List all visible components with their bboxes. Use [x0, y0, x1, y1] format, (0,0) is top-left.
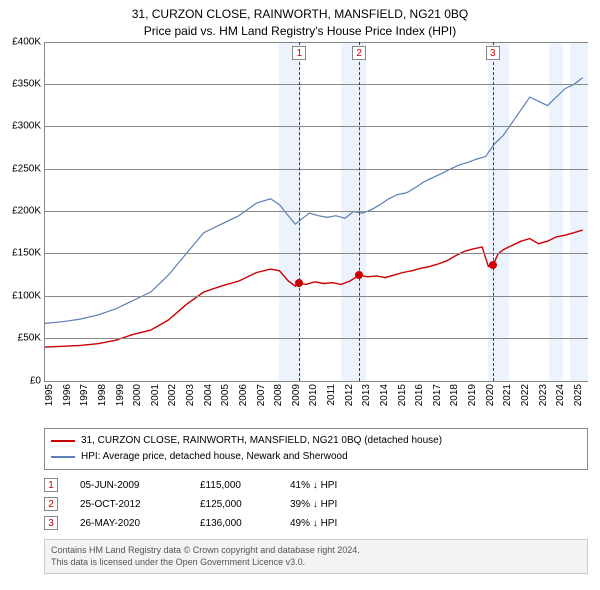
- x-tick-label: 2012: [344, 384, 355, 406]
- event-row: 3 26-MAY-2020£136,00049% ↓ HPI: [44, 514, 588, 533]
- grid-line: [45, 253, 588, 254]
- event-price: £115,000: [200, 476, 290, 495]
- x-tick-label: 2003: [185, 384, 196, 406]
- series-hpi: [45, 77, 583, 323]
- legend-label: HPI: Average price, detached house, Newa…: [81, 449, 348, 465]
- x-tick-label: 1996: [62, 384, 73, 406]
- grid-line: [45, 126, 588, 127]
- event-delta: 49% ↓ HPI: [290, 514, 337, 533]
- x-tick-label: 2006: [238, 384, 249, 406]
- x-tick-label: 2001: [150, 384, 161, 406]
- x-tick-label: 1997: [79, 384, 90, 406]
- x-axis-labels: 1995 1996 1997 1998 1999 2000 2001 2002 2003 2004…: [44, 382, 588, 418]
- legend-row: 31, CURZON CLOSE, RAINWORTH, MANSFIELD, …: [51, 433, 581, 449]
- y-tick-label: £100K: [12, 290, 41, 301]
- footer-line-2: This data is licensed under the Open Gov…: [51, 556, 581, 569]
- x-tick-label: 2000: [132, 384, 143, 406]
- x-tick-label: 2015: [397, 384, 408, 406]
- event-row: 1 05-JUN-2009£115,00041% ↓ HPI: [44, 476, 588, 495]
- title-line-1: 31, CURZON CLOSE, RAINWORTH, MANSFIELD, …: [0, 6, 600, 23]
- x-tick-label: 2020: [485, 384, 496, 406]
- y-tick-label: £350K: [12, 78, 41, 89]
- event-marker-dot: [489, 261, 497, 269]
- x-tick-label: 2002: [167, 384, 178, 406]
- event-marker-dot: [295, 279, 303, 287]
- event-row: 2 25-OCT-2012£125,00039% ↓ HPI: [44, 495, 588, 514]
- event-delta: 39% ↓ HPI: [290, 495, 337, 514]
- legend-box: 31, CURZON CLOSE, RAINWORTH, MANSFIELD, …: [44, 428, 588, 470]
- grid-line: [45, 42, 588, 43]
- event-marker-number: 1: [292, 46, 306, 60]
- x-tick-label: 1998: [97, 384, 108, 406]
- series-price_paid: [45, 230, 583, 347]
- grid-line: [45, 84, 588, 85]
- x-tick-label: 2023: [538, 384, 549, 406]
- y-tick-label: £200K: [12, 206, 41, 217]
- y-tick-label: £400K: [12, 36, 41, 47]
- footer-line-1: Contains HM Land Registry data © Crown c…: [51, 544, 581, 557]
- chart-plot-area: £0£50K£100K£150K£200K£250K£300K£350K£400…: [44, 42, 588, 382]
- event-marker-line: [359, 42, 360, 381]
- legend-swatch: [51, 440, 75, 442]
- y-tick-label: £0: [30, 375, 41, 386]
- footer-box: Contains HM Land Registry data © Crown c…: [44, 539, 588, 574]
- x-tick-label: 2019: [467, 384, 478, 406]
- x-tick-label: 2018: [449, 384, 460, 406]
- x-tick-label: 2017: [432, 384, 443, 406]
- x-tick-label: 2024: [555, 384, 566, 406]
- event-price: £125,000: [200, 495, 290, 514]
- x-tick-label: 2014: [379, 384, 390, 406]
- legend-swatch: [51, 456, 75, 458]
- grid-line: [45, 338, 588, 339]
- x-tick-label: 2010: [308, 384, 319, 406]
- x-tick-label: 2022: [520, 384, 531, 406]
- event-date: 25-OCT-2012: [80, 495, 200, 514]
- event-delta: 41% ↓ HPI: [290, 476, 337, 495]
- x-tick-label: 2013: [361, 384, 372, 406]
- x-tick-label: 1999: [115, 384, 126, 406]
- event-date: 26-MAY-2020: [80, 514, 200, 533]
- title-block: 31, CURZON CLOSE, RAINWORTH, MANSFIELD, …: [0, 0, 600, 42]
- x-tick-label: 2007: [256, 384, 267, 406]
- title-line-2: Price paid vs. HM Land Registry's House …: [0, 23, 600, 40]
- events-table: 1 05-JUN-2009£115,00041% ↓ HPI 2 25-OCT-201…: [44, 476, 588, 533]
- x-tick-label: 2004: [203, 384, 214, 406]
- y-tick-label: £300K: [12, 121, 41, 132]
- x-tick-label: 2025: [573, 384, 584, 406]
- grid-line: [45, 211, 588, 212]
- event-price: £136,000: [200, 514, 290, 533]
- y-tick-label: £50K: [18, 333, 41, 344]
- event-marker-number: 3: [486, 46, 500, 60]
- event-number: 1: [44, 478, 58, 492]
- x-tick-label: 2016: [414, 384, 425, 406]
- event-date: 05-JUN-2009: [80, 476, 200, 495]
- event-marker-number: 2: [352, 46, 366, 60]
- x-tick-label: 1995: [44, 384, 55, 406]
- legend-label: 31, CURZON CLOSE, RAINWORTH, MANSFIELD, …: [81, 433, 442, 449]
- x-tick-label: 2011: [326, 384, 337, 406]
- x-tick-label: 2021: [502, 384, 513, 406]
- x-tick-label: 2009: [291, 384, 302, 406]
- grid-line: [45, 169, 588, 170]
- event-marker-dot: [355, 271, 363, 279]
- x-tick-label: 2008: [273, 384, 284, 406]
- event-number: 2: [44, 497, 58, 511]
- legend-row: HPI: Average price, detached house, Newa…: [51, 449, 581, 465]
- event-marker-line: [299, 42, 300, 381]
- x-tick-label: 2005: [220, 384, 231, 406]
- y-tick-label: £150K: [12, 248, 41, 259]
- grid-line: [45, 296, 588, 297]
- event-number: 3: [44, 516, 58, 530]
- event-marker-line: [493, 42, 494, 381]
- y-tick-label: £250K: [12, 163, 41, 174]
